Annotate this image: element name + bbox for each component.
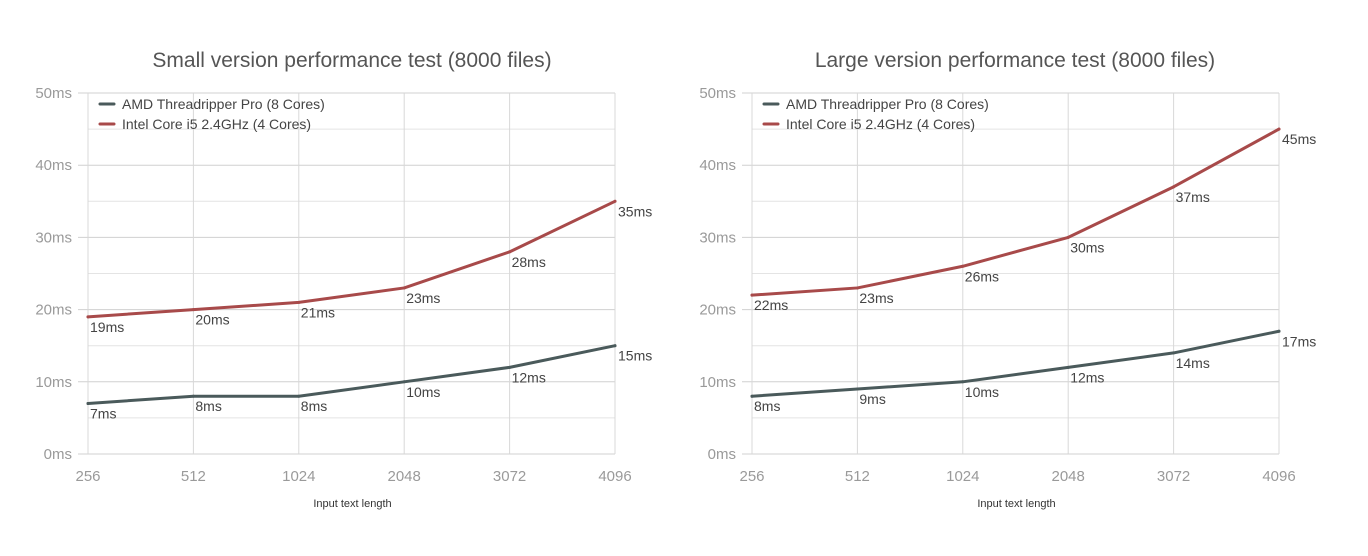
y-tick-label: 40ms	[35, 157, 72, 174]
chart-1: 0ms 10ms 20ms 30ms 40ms 50ms 256 512 1024 2048 307…	[35, 49, 652, 510]
x-axis-label: Input text length	[977, 498, 1055, 510]
data-label: 8ms	[301, 398, 327, 414]
x-tick-label: 4096	[1262, 468, 1295, 485]
legend-label: Intel Core i5 2.4GHz (4 Cores)	[786, 116, 975, 132]
data-label: 12ms	[1070, 369, 1104, 385]
data-point	[86, 315, 90, 319]
data-label: 26ms	[965, 268, 999, 284]
x-tick-label: 512	[845, 468, 870, 485]
legend: AMD Threadripper Pro (8 Cores) Intel Core…	[762, 96, 989, 132]
series-line-2	[86, 199, 617, 319]
data-point	[402, 380, 406, 384]
data-label: 8ms	[754, 398, 780, 414]
y-tick-label: 20ms	[35, 302, 72, 319]
data-point	[855, 387, 859, 391]
data-label: 10ms	[965, 384, 999, 400]
y-tick-label: 20ms	[699, 302, 736, 319]
y-tick-label: 30ms	[699, 229, 736, 246]
data-point	[961, 380, 965, 384]
y-tick-label: 40ms	[699, 157, 736, 174]
data-point	[191, 308, 195, 312]
data-label: 35ms	[618, 203, 652, 219]
data-label: 8ms	[195, 398, 221, 414]
data-label: 21ms	[301, 304, 335, 320]
y-tick-label: 30ms	[35, 229, 72, 246]
data-label: 23ms	[859, 290, 893, 306]
x-tick-label: 2048	[1052, 468, 1085, 485]
data-point	[1277, 127, 1281, 131]
x-tick-label: 1024	[946, 468, 979, 485]
y-tick-label: 0ms	[708, 446, 736, 463]
x-tick-label: 256	[75, 468, 100, 485]
y-tick-label: 10ms	[35, 374, 72, 391]
legend-label: Intel Core i5 2.4GHz (4 Cores)	[122, 116, 311, 132]
data-label: 15ms	[618, 348, 652, 364]
x-tick-label: 2048	[388, 468, 421, 485]
series-line-1	[86, 344, 617, 405]
x-tick-label: 3072	[493, 468, 526, 485]
y-tick-label: 10ms	[699, 374, 736, 391]
data-point	[508, 365, 512, 369]
data-label: 10ms	[406, 384, 440, 400]
data-point	[402, 286, 406, 290]
data-label: 22ms	[754, 297, 788, 313]
gridlines	[742, 92, 1280, 455]
x-tick-label: 3072	[1157, 468, 1190, 485]
data-label: 45ms	[1282, 131, 1316, 147]
data-point	[191, 394, 195, 398]
gridlines	[78, 92, 616, 455]
data-label: 7ms	[90, 405, 116, 421]
series-line-1	[750, 329, 1281, 398]
data-point	[613, 344, 617, 348]
data-point	[1172, 351, 1176, 355]
y-tick-label: 50ms	[35, 85, 72, 102]
data-point	[961, 264, 965, 268]
data-label: 23ms	[406, 290, 440, 306]
legend-label: AMD Threadripper Pro (8 Cores)	[786, 96, 989, 112]
data-label: 19ms	[90, 319, 124, 335]
data-point	[855, 286, 859, 290]
data-label: 12ms	[512, 369, 546, 385]
y-tick-label: 0ms	[44, 446, 72, 463]
data-label: 17ms	[1282, 333, 1316, 349]
legend-label: AMD Threadripper Pro (8 Cores)	[122, 96, 325, 112]
x-tick-label: 256	[739, 468, 764, 485]
data-point	[1172, 185, 1176, 189]
y-tick-label: 50ms	[699, 85, 736, 102]
legend: AMD Threadripper Pro (8 Cores) Intel Core…	[98, 96, 325, 132]
data-point	[508, 250, 512, 254]
data-label: 9ms	[859, 391, 885, 407]
data-point	[297, 394, 301, 398]
data-point	[1066, 235, 1070, 239]
chart-title: Small version performance test (8000 fil…	[152, 49, 551, 72]
series-line-2	[750, 127, 1281, 297]
x-tick-label: 512	[181, 468, 206, 485]
data-label: 14ms	[1176, 355, 1210, 371]
data-point	[1066, 365, 1070, 369]
data-point	[297, 300, 301, 304]
chart-2: 0ms 10ms 20ms 30ms 40ms 50ms 256 512 1024 2048 307…	[699, 49, 1316, 510]
chart-title: Large version performance test (8000 fil…	[815, 49, 1215, 72]
data-label: 30ms	[1070, 239, 1104, 255]
data-point	[86, 401, 90, 405]
data-point	[750, 394, 754, 398]
x-tick-label: 4096	[598, 468, 631, 485]
x-axis-label: Input text length	[313, 498, 391, 510]
data-point	[613, 199, 617, 203]
data-label: 20ms	[195, 312, 229, 328]
data-point	[750, 293, 754, 297]
data-label: 28ms	[512, 254, 546, 270]
data-point	[1277, 329, 1281, 333]
x-tick-label: 1024	[282, 468, 315, 485]
data-label: 37ms	[1176, 189, 1210, 205]
